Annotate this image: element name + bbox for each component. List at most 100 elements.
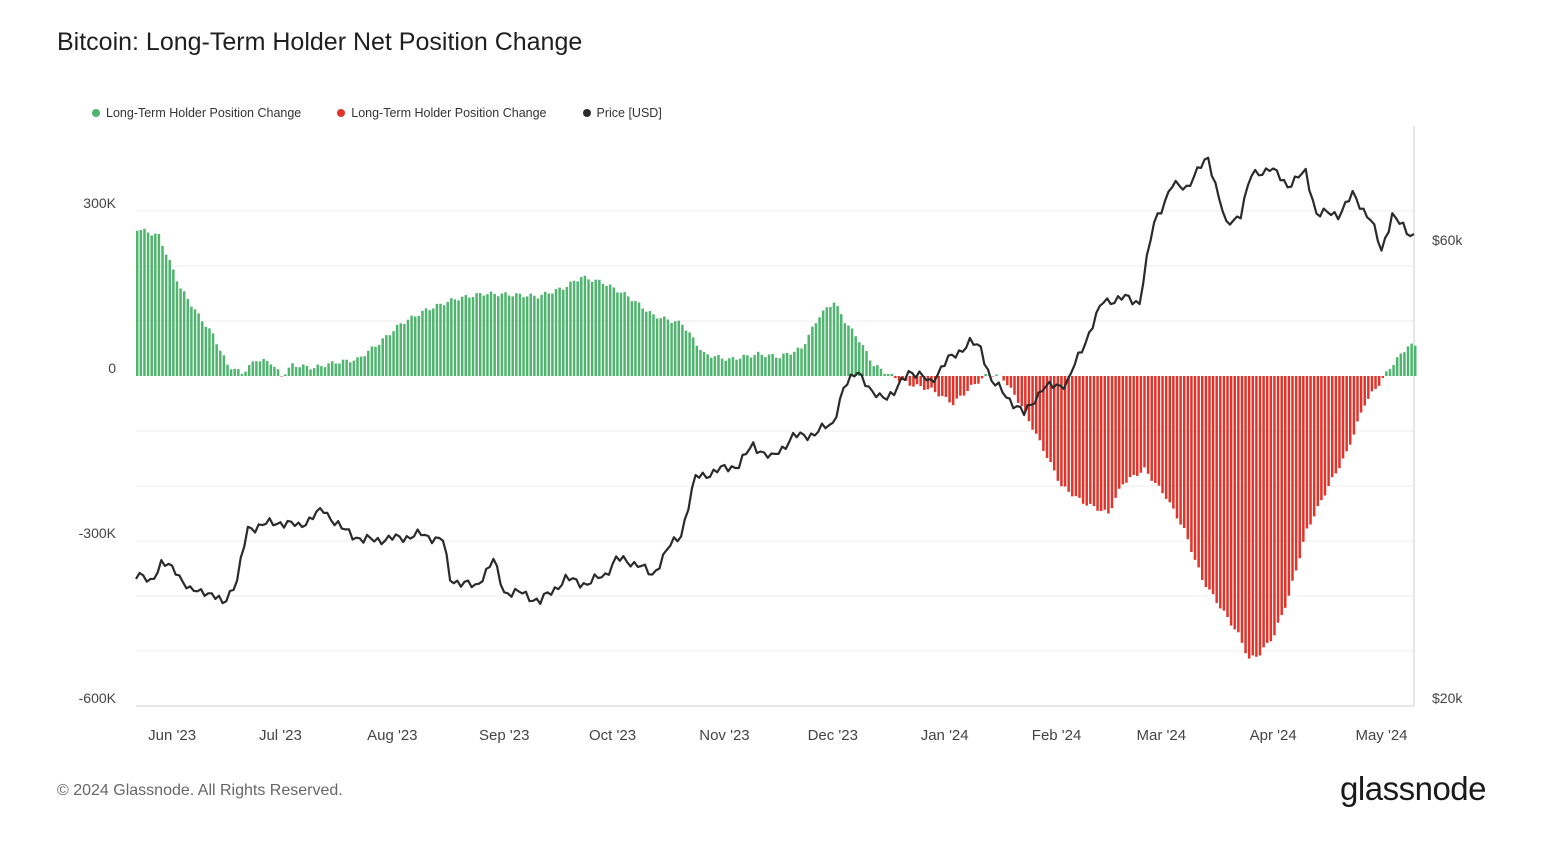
position-bar-positive (168, 260, 171, 376)
position-bar-negative (1226, 376, 1229, 618)
position-bar-negative (1356, 376, 1359, 422)
position-bar-negative (1114, 376, 1117, 498)
position-bar-positive (215, 344, 218, 376)
position-bar-negative (1063, 376, 1067, 487)
position-bar-negative (1157, 376, 1161, 486)
position-bar-negative (926, 376, 930, 390)
position-bar-positive (738, 358, 742, 376)
position-bar-negative (1247, 376, 1251, 659)
position-bar-negative (1049, 376, 1052, 463)
position-bar-positive (594, 279, 597, 376)
position-bar-positive (1399, 353, 1403, 376)
position-bar-negative (1009, 376, 1013, 388)
position-bar-negative (912, 376, 915, 387)
position-bar-positive (572, 280, 576, 376)
position-bar-negative (1020, 376, 1023, 407)
position-bar-negative (1172, 376, 1175, 509)
position-bar-positive (590, 281, 594, 376)
position-bar-positive (143, 228, 146, 376)
position-bar-positive (605, 285, 608, 376)
position-bar-negative (897, 376, 901, 382)
position-bar-positive (1392, 364, 1395, 376)
position-bar-negative (1374, 376, 1377, 389)
position-bar-positive (367, 350, 370, 376)
position-bar-positive (995, 374, 998, 376)
position-bar-positive (814, 323, 818, 376)
position-bar-positive (890, 373, 894, 376)
position-bar-negative (933, 376, 937, 393)
legend: Long-Term Holder Position Change Long-Te… (92, 106, 662, 120)
legend-label: Long-Term Holder Position Change (106, 106, 302, 120)
position-bar-negative (1345, 376, 1348, 452)
position-bar-positive (529, 293, 533, 376)
position-bar-positive (244, 371, 247, 376)
position-bar-negative (1074, 376, 1078, 497)
position-bar-positive (547, 293, 551, 376)
position-bar-positive (269, 364, 273, 376)
position-bar-negative (944, 376, 948, 397)
position-bar-positive (432, 308, 435, 376)
x-tick-label: Jun '23 (148, 727, 196, 744)
position-bar-negative (955, 376, 959, 399)
position-bar-positive (186, 299, 190, 376)
position-bar-negative (1034, 376, 1038, 434)
position-bar-negative (1117, 376, 1121, 489)
position-bar-positive (767, 354, 771, 376)
position-bar-positive (428, 310, 431, 376)
position-bar-negative (1096, 376, 1099, 511)
position-bar-negative (1349, 376, 1352, 445)
position-bar-positive (796, 347, 800, 376)
position-bar-positive (424, 308, 428, 376)
position-bar-positive (551, 293, 554, 376)
position-bar-negative (1233, 376, 1236, 630)
position-bar-positive (1395, 357, 1399, 376)
position-bar-negative (1031, 376, 1034, 430)
position-bar-positive (598, 279, 601, 376)
position-bar-positive (211, 333, 215, 376)
position-bar-positive (421, 310, 424, 376)
position-bar-positive (677, 320, 681, 376)
position-bar-positive (612, 287, 616, 376)
position-bar-positive (836, 306, 839, 376)
position-bar-negative (941, 376, 944, 396)
position-bar-negative (1298, 376, 1301, 559)
position-bar-positive (247, 365, 251, 376)
y-left-tick-label: 300K (83, 195, 116, 211)
position-bar-positive (659, 318, 662, 376)
position-bar-negative (1287, 376, 1291, 596)
position-bar-positive (287, 367, 291, 376)
position-bar-positive (294, 366, 298, 376)
position-bar-negative (980, 376, 984, 379)
position-bar-negative (1161, 376, 1164, 494)
position-bar-positive (626, 296, 630, 376)
x-tick-label: Jan '24 (921, 727, 969, 744)
position-bar-positive (886, 373, 890, 376)
position-change-bars (136, 228, 1417, 659)
position-bar-negative (1193, 376, 1197, 560)
position-bar-positive (536, 298, 540, 376)
position-bar-positive (1414, 345, 1417, 376)
position-bar-negative (962, 376, 966, 396)
position-bar-negative (1143, 376, 1146, 468)
position-bar-positive (558, 287, 561, 376)
y-left-tick-label: -300K (79, 525, 117, 541)
position-bar-positive (197, 313, 200, 376)
legend-item-lth-positive[interactable]: Long-Term Holder Position Change (92, 106, 301, 120)
position-bar-negative (1154, 376, 1157, 484)
position-bar-positive (681, 324, 684, 376)
position-bar-negative (1330, 376, 1334, 478)
position-bar-positive (309, 369, 312, 376)
position-bar-positive (713, 356, 717, 376)
position-bar-negative (1099, 376, 1103, 511)
legend-item-price[interactable]: Price [USD] (582, 106, 662, 120)
position-bar-negative (923, 376, 926, 390)
x-tick-label: Feb '24 (1032, 727, 1082, 744)
position-bar-positive (468, 297, 471, 376)
position-bar-positive (807, 334, 810, 376)
position-bar-negative (1244, 376, 1247, 654)
position-bar-positive (172, 269, 175, 376)
legend-item-lth-negative[interactable]: Long-Term Holder Position Change (337, 106, 547, 120)
position-bar-negative (1265, 376, 1269, 643)
position-bar-negative (951, 376, 955, 406)
position-bar-negative (1071, 376, 1074, 497)
